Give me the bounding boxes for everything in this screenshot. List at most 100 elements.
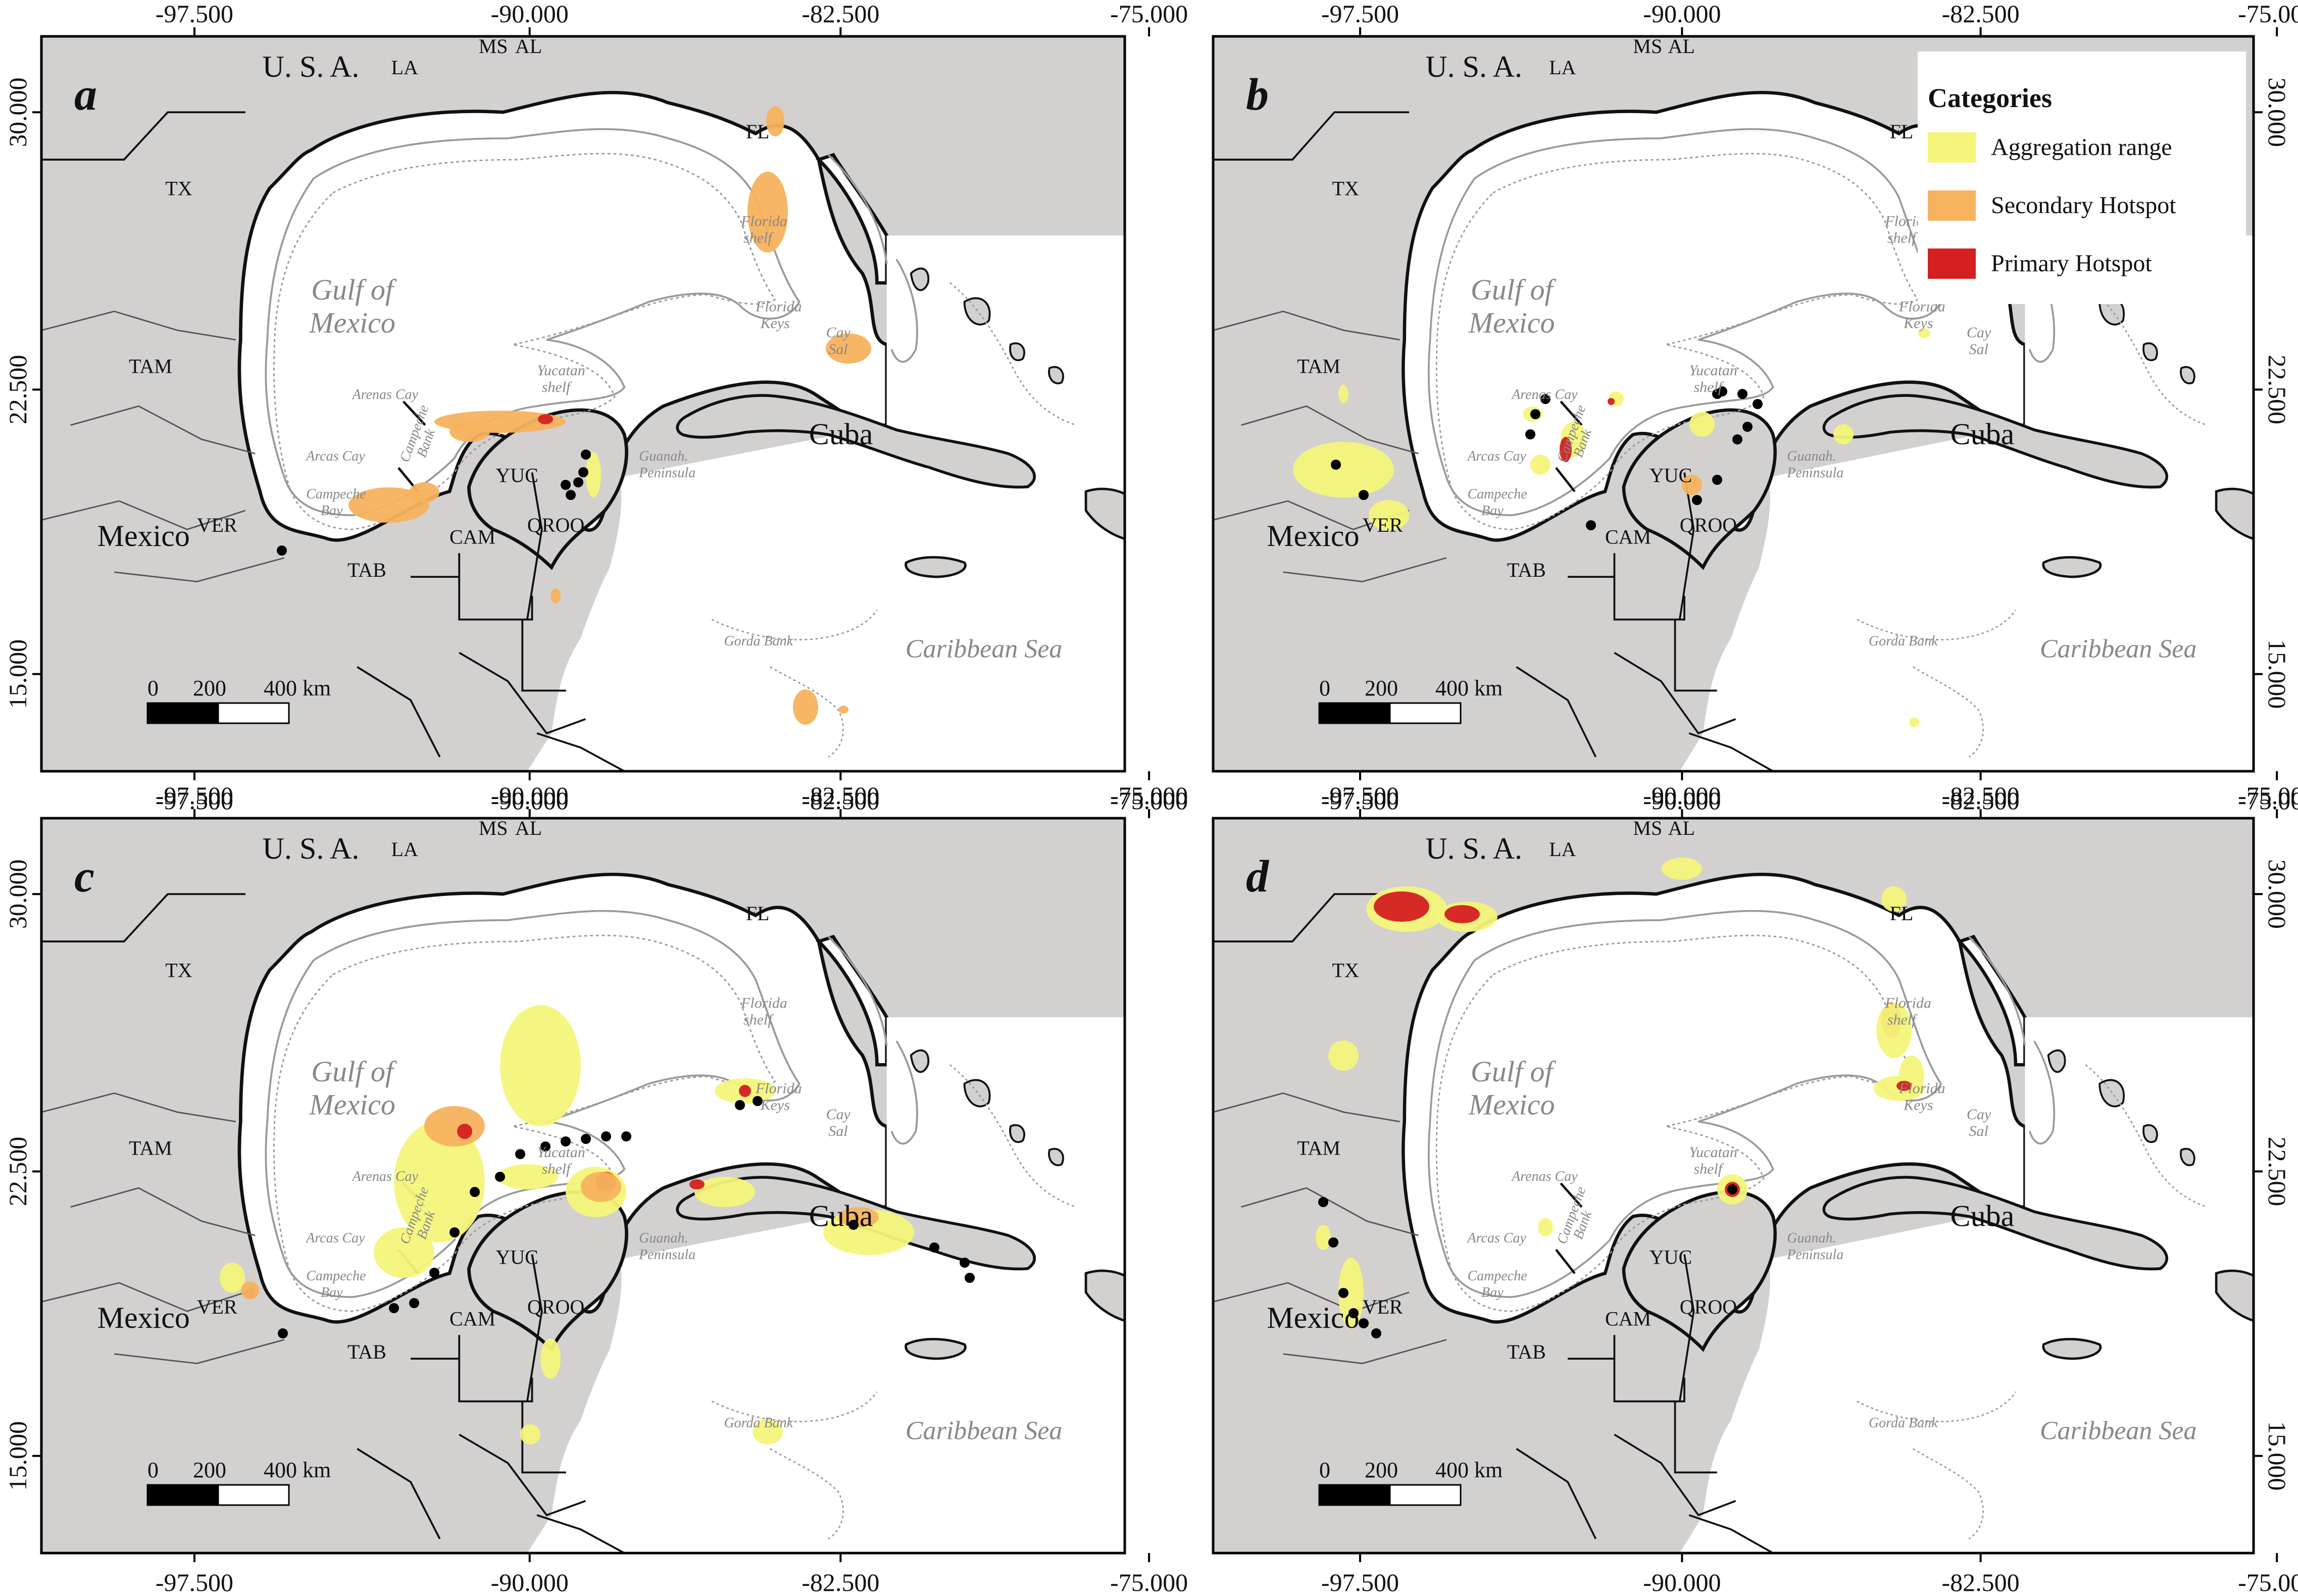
scale-bar: 0 200 400 km [146,676,331,724]
panel-frame [1212,35,2255,773]
lat-axis: 30.000 22.500 15.000 [2254,859,2291,1490]
label-cay-sal: Cay [826,1106,851,1123]
lon-tick-label: -90.000 [1643,781,1721,810]
lon-tick-label: -90.000 [491,1568,569,1593]
site-dot [735,1100,745,1110]
site-dot [1338,1288,1348,1298]
label-qroo: QROO [527,514,584,536]
label-ver: VER [1363,1295,1403,1318]
scale-bar-label: 400 km [264,676,331,701]
hotspot-aggregation [1369,500,1409,530]
site-dot [429,1268,439,1278]
label-qroo: QROO [1680,1295,1737,1318]
lon-tick-label: -90.000 [1643,1568,1721,1593]
label-gulf-of-mexico: Mexico [1468,307,1555,339]
lat-tick-label: 30.000 [2263,859,2291,929]
label-gorda-bank: Gorda Bank [1869,633,1938,649]
hotspot-secondary [409,482,439,503]
label-guanah-peninsula: Peninsula [1786,1247,1843,1263]
label-florida-keys: Keys [760,1096,790,1113]
site-dot [389,1303,399,1313]
legend: Categories Aggregation range Secondary Hot… [1918,52,2246,304]
label-gulf-of-mexico: Gulf of [1471,273,1557,306]
legend-swatch [1928,248,1976,279]
site-dots [1331,386,1763,530]
hotspot-primary [1560,437,1572,462]
label-guanah-peninsula: Guanah. [1787,448,1836,464]
site-dot [848,1220,859,1230]
label-florida-keys: Florida [755,1080,802,1096]
scale-bar-label: 200 [193,676,226,701]
lon-tick-label: -75.000 [2238,1568,2298,1593]
label-campeche-bay: Campeche [1467,1268,1527,1284]
hotspot-aggregation [500,1005,581,1126]
label-ms: MS [1633,817,1662,839]
lon-tick-label: -75.000 [1110,0,1188,28]
label-usa: U. S. A. [263,832,360,865]
site-dot [1732,434,1742,444]
label-mexico: Mexico [1267,519,1359,553]
hotspot-layer [348,106,871,725]
lat-tick-label: 22.500 [4,1137,32,1207]
site-dot [277,545,287,556]
panel-letter: d [1246,852,1270,902]
label-fl: FL [1889,120,1913,143]
label-yucatan-shelf: shelf [1693,1161,1724,1177]
label-yuc: YUC [1650,1245,1692,1268]
lon-tick-label: -97.500 [156,781,233,810]
site-dot [278,1328,288,1338]
label-gulf-of-mexico: Gulf of [1471,1055,1557,1088]
label-florida-shelf: shelf [743,1011,774,1028]
label-campeche-bay: Bay [1481,1285,1504,1301]
hotspot-primary [1444,905,1480,923]
hotspot-secondary [449,422,490,442]
label-caribbean-sea: Caribbean Sea [906,635,1063,664]
label-usa: U. S. A. [263,50,360,83]
label-tam: TAM [129,1136,172,1159]
hotspot-aggregation [694,1177,755,1207]
site-dot [573,477,583,487]
label-caribbean-sea: Caribbean Sea [2040,1417,2197,1445]
hotspot-secondary [838,706,848,714]
label-tab: TAB [1507,1340,1546,1363]
label-arcas-cay: Arcas Cay [1466,448,1526,464]
site-dot [753,1096,763,1106]
label-la: LA [391,838,418,861]
lon-tick-label: -82.500 [802,781,879,810]
label-cam: CAM [1605,1307,1651,1330]
label-tx: TX [1332,177,1359,200]
label-gorda-bank: Gorda Bank [1869,1415,1938,1431]
label-yucatan-shelf: Yucatan [537,1144,585,1161]
label-campeche-bay: Campeche [306,486,366,502]
site-dot [1530,409,1540,419]
label-cay-sal: Cay [1967,1106,1991,1123]
lat-tick-label: 15.000 [4,639,32,709]
panel-letter: b [1246,70,1269,120]
label-campeche-bay: Campeche [306,1268,366,1284]
label-tx: TX [1332,959,1359,981]
hotspot-aggregation [1316,1225,1331,1250]
label-al: AL [515,817,542,839]
label-ver: VER [1363,514,1403,536]
label-cam: CAM [449,525,495,548]
label-arenas-cay: Arenas Cay [1511,1169,1578,1184]
scale-bar-label: 0 [147,676,159,701]
lat-tick-label: 22.500 [2263,355,2291,425]
hotspot-aggregation [497,1164,558,1189]
scale-bar-label: 0 [147,1458,159,1482]
hotspot-layer [220,1005,914,1444]
label-guanah-peninsula: Guanah. [1787,1230,1836,1246]
label-fl: FL [746,120,770,143]
label-cay-sal: Cay [1967,324,1991,341]
site-dot [566,490,576,500]
label-campeche-bay: Bay [1481,503,1504,519]
label-usa: U. S. A. [1425,50,1522,83]
legend-item-label: Secondary Hotspot [1991,192,2176,219]
scale-bar: 0 200 400 km [1318,1458,1503,1506]
lon-tick-label: -90.000 [491,781,569,810]
label-yuc: YUC [495,464,538,486]
lon-tick-label: -75.000 [1110,1568,1188,1593]
legend-item-label: Aggregation range [1991,134,2172,161]
legend-item-label: Primary Hotspot [1991,250,2152,277]
label-florida-keys: Keys [1903,1096,1933,1113]
